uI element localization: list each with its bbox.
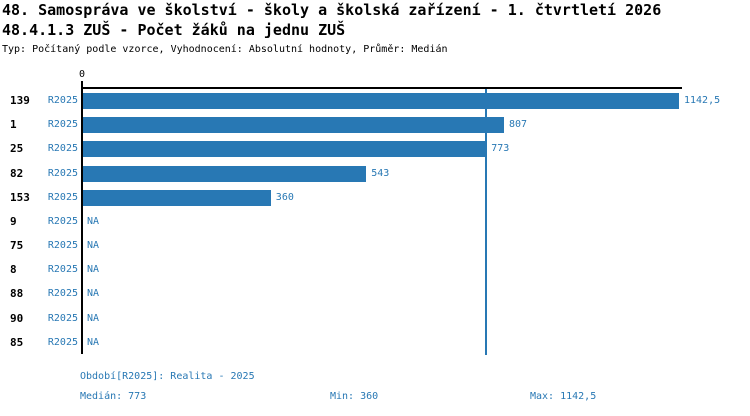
chart-row: 85 R2025 NA xyxy=(0,331,750,355)
bar-value-label: NA xyxy=(87,240,100,252)
row-period-label: R2025 xyxy=(47,167,78,179)
report-title-line2: 48.4.1.3 ZUŠ - Počet žáků na jednu ZUŠ xyxy=(2,21,346,39)
bar-value-label: 807 xyxy=(508,119,528,131)
chart-row: 88 R2025 NA xyxy=(0,282,750,306)
row-period-label: R2025 xyxy=(47,288,78,300)
chart-row: 1 R2025 807 xyxy=(0,113,750,137)
row-id-label: 75 xyxy=(10,239,24,253)
bar[interactable] xyxy=(83,117,504,134)
bar-value-label: NA xyxy=(87,312,100,324)
bar-value-label: 773 xyxy=(491,143,510,155)
row-period-label: R2025 xyxy=(47,264,78,276)
footer-min-label: Min: 360 xyxy=(330,391,379,402)
row-id-label: 8 xyxy=(10,263,17,277)
chart-row: 153 R2025 360 xyxy=(0,186,750,210)
bar-value-label: 543 xyxy=(371,167,390,179)
row-period-label: R2025 xyxy=(47,215,78,227)
row-id-label: 85 xyxy=(10,335,24,349)
chart-row: 25 R2025 773 xyxy=(0,137,750,161)
chart-rows: 139 R2025 1142,5 1 R2025 807 25 R2025 77… xyxy=(0,89,750,355)
bar-value-label: NA xyxy=(87,264,100,276)
bar[interactable] xyxy=(83,93,679,109)
chart-row: 8 R2025 NA xyxy=(0,258,750,282)
row-period-label: R2025 xyxy=(47,119,78,131)
bar[interactable] xyxy=(83,189,271,206)
bar[interactable] xyxy=(83,165,367,182)
row-period-label: R2025 xyxy=(47,312,78,324)
median-line xyxy=(485,89,488,355)
report-title-line1: 48. Samospráva ve školství - školy a ško… xyxy=(2,1,662,19)
chart-row: 75 R2025 NA xyxy=(0,234,750,258)
bar[interactable] xyxy=(83,141,487,158)
row-id-label: 90 xyxy=(10,311,24,325)
row-period-label: R2025 xyxy=(47,95,78,106)
row-id-label: 1 xyxy=(10,118,17,132)
bar-value-label: NA xyxy=(87,288,100,300)
row-period-label: R2025 xyxy=(47,143,78,155)
bar-value-label: NA xyxy=(87,215,100,227)
bar-value-label: 1142,5 xyxy=(684,95,721,106)
row-id-label: 25 xyxy=(10,142,24,156)
x-axis-zero-label: 0 xyxy=(78,69,86,80)
row-period-label: R2025 xyxy=(47,240,78,252)
row-period-label: R2025 xyxy=(47,191,78,203)
row-id-label: 82 xyxy=(10,166,24,180)
row-period-label: R2025 xyxy=(47,336,78,348)
footer-median-label: Medián: 773 xyxy=(80,391,147,402)
report-subtitle: Typ: Počítaný podle vzorce, Vyhodnocení:… xyxy=(2,44,448,55)
row-id-label: 153 xyxy=(10,190,30,204)
x-axis-line xyxy=(81,87,682,89)
chart-row: 139 R2025 1142,5 xyxy=(0,89,750,113)
bar-value-label: NA xyxy=(87,336,100,348)
chart-row: 82 R2025 543 xyxy=(0,162,750,186)
footer-max-label: Max: 1142,5 xyxy=(530,391,597,402)
row-id-label: 9 xyxy=(10,214,17,228)
chart-row: 90 R2025 NA xyxy=(0,307,750,331)
bar-value-label: 360 xyxy=(275,191,294,203)
row-id-label: 88 xyxy=(10,287,24,301)
y-axis-line xyxy=(81,81,83,354)
row-id-label: 139 xyxy=(10,94,30,107)
footer-period-label: Období[R2025]: Realita - 2025 xyxy=(80,371,255,382)
chart-row: 9 R2025 NA xyxy=(0,210,750,234)
